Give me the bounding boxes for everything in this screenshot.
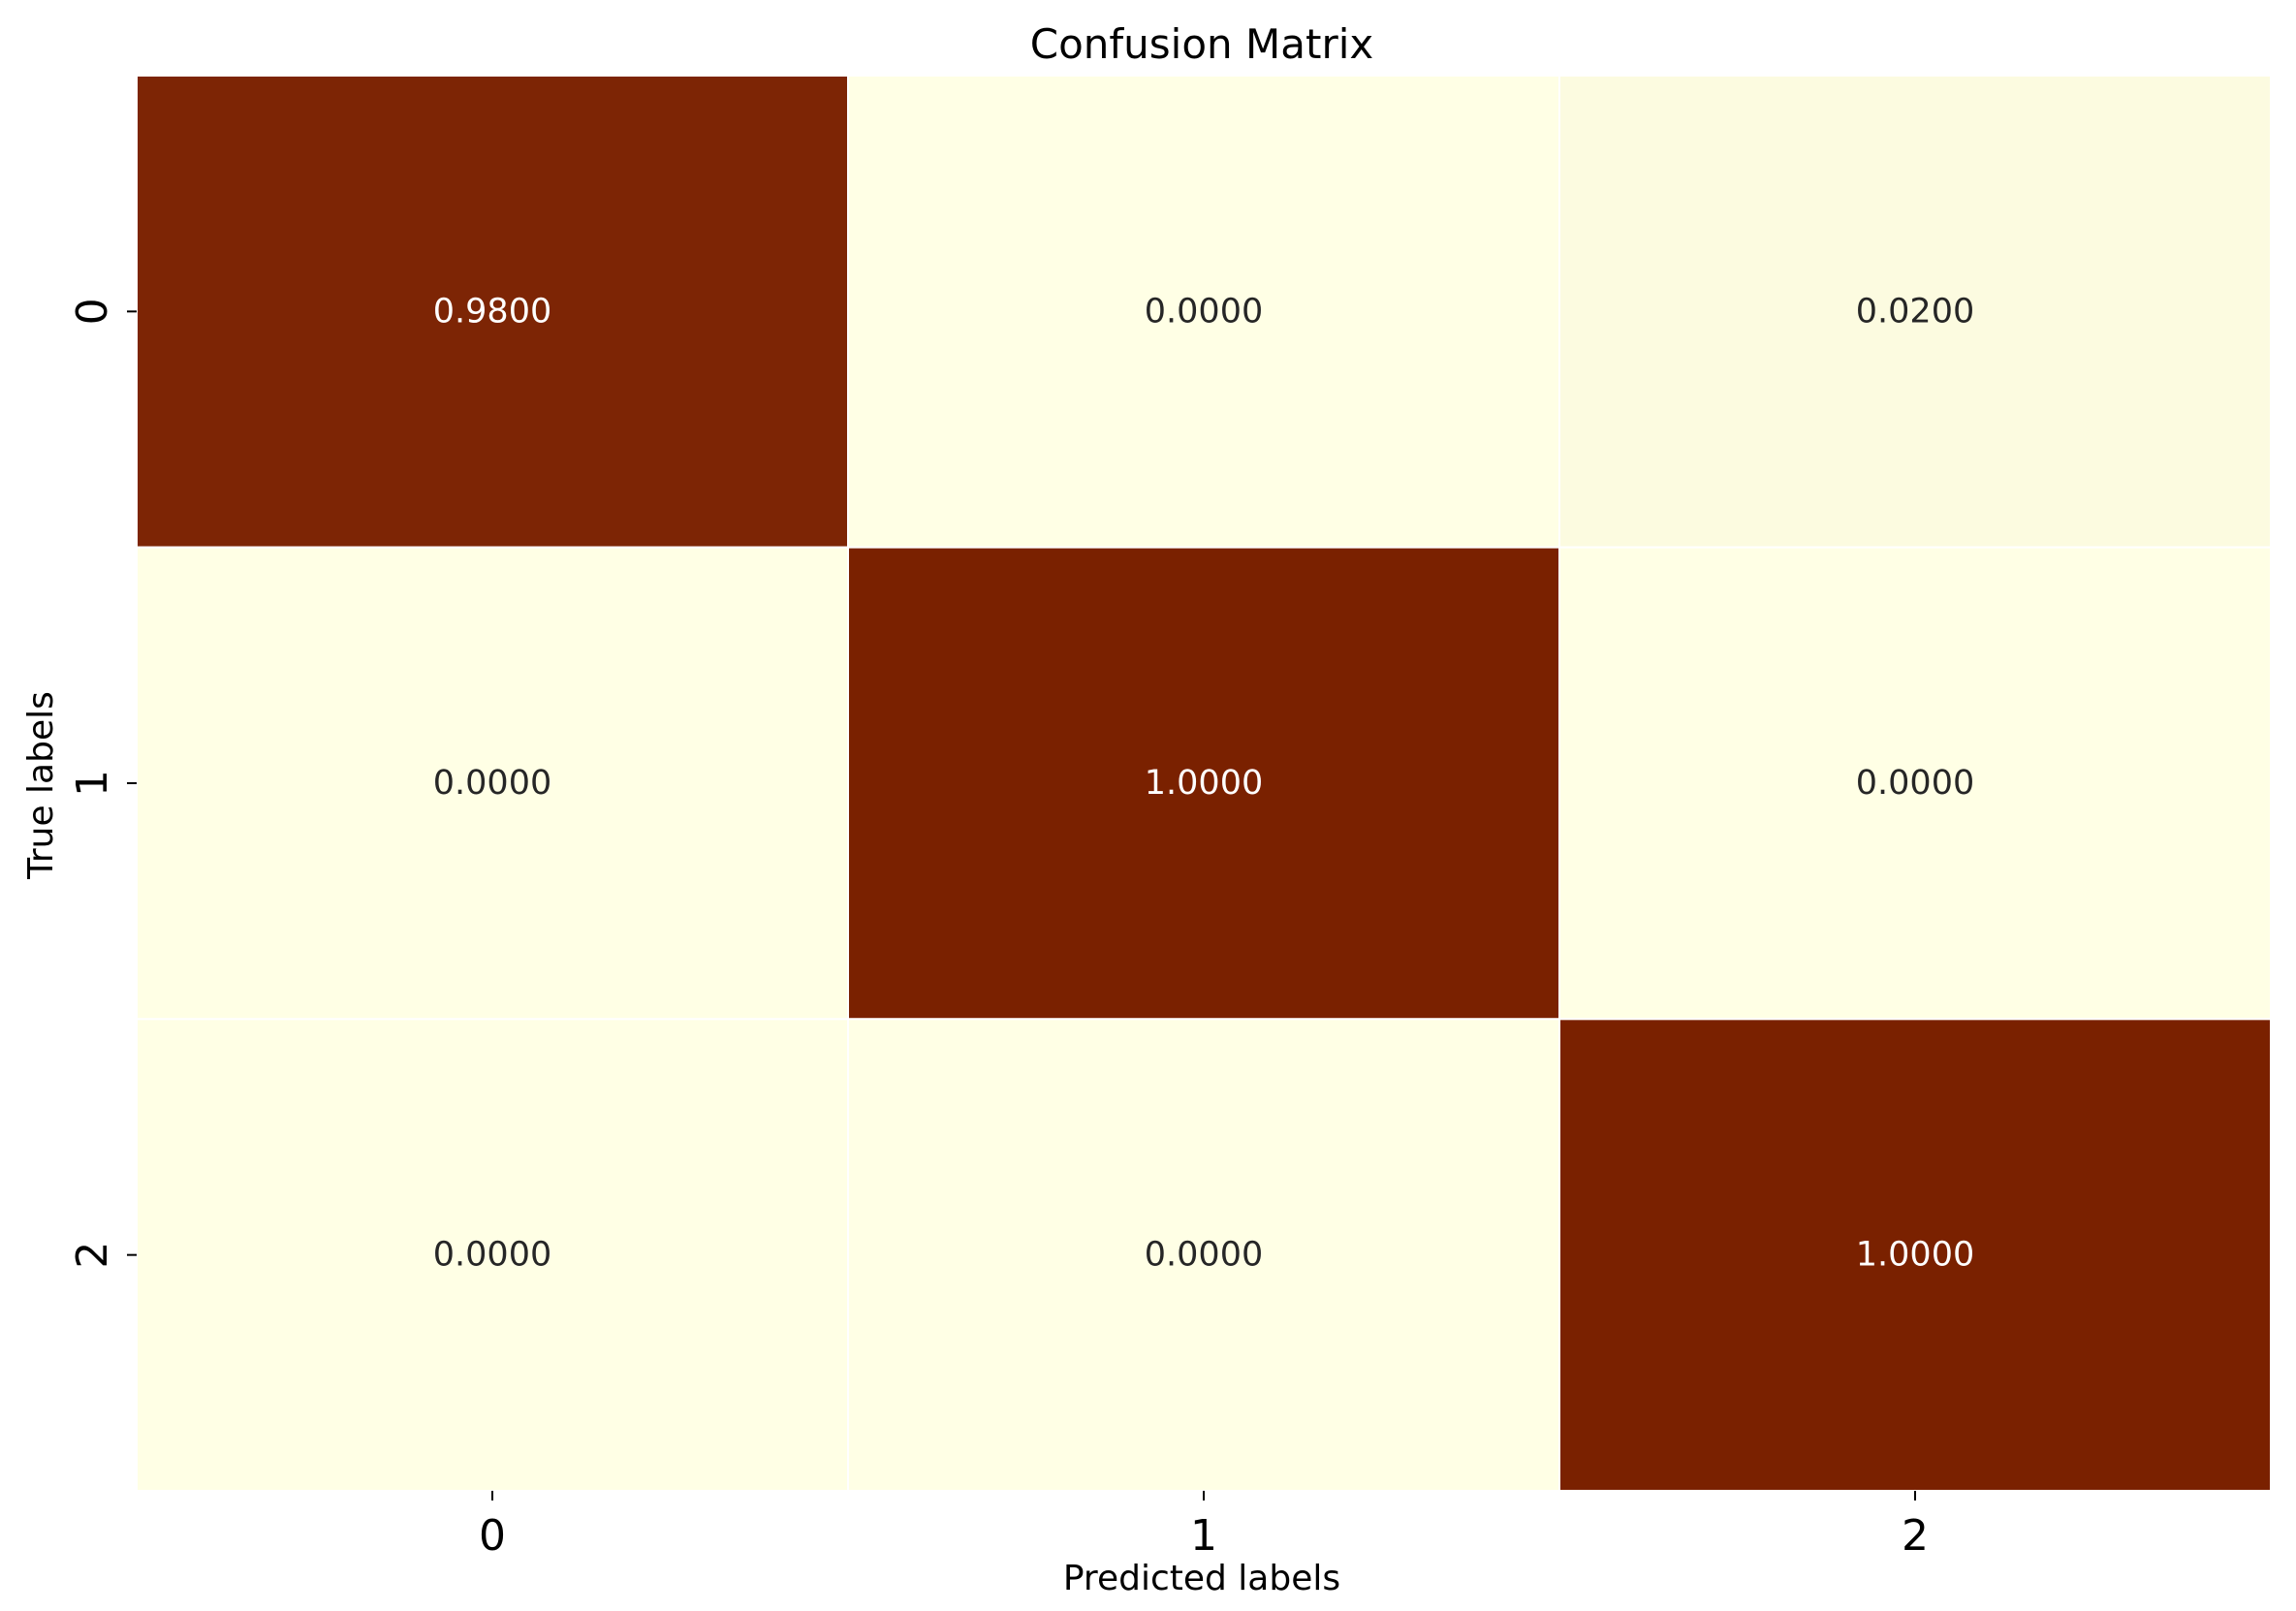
heatmap-cell-1-1 (847, 546, 1560, 1021)
cell-value-label-0-1: 0.0000 (1145, 292, 1263, 331)
y-axis-ticks: 0 1 2 (68, 298, 137, 1269)
heatmap-cell-0-1 (847, 75, 1560, 549)
cell-value-label-1-1: 1.0000 (1145, 764, 1263, 803)
heatmap-cell-1-0 (136, 546, 849, 1021)
heatmap-cell-0-2 (1558, 75, 2272, 549)
cell-value-label-1-0: 0.0000 (433, 764, 551, 803)
x-axis-ticks: 0 1 2 (479, 1491, 1929, 1561)
heatmap-cells: 0.9800 0.0000 0.0200 0.0000 1.0000 0.0000 0.00… (136, 75, 2272, 1493)
chart-title: Confusion Matrix (1030, 20, 1374, 68)
cell-value-label-2-2: 1.0000 (1856, 1236, 1974, 1275)
heatmap-cell-2-1 (847, 1018, 1560, 1493)
heatmap-cell-0-0 (136, 75, 849, 549)
y-tick-label-0: 0 (68, 298, 117, 325)
heatmap-cell-2-0 (136, 1018, 849, 1493)
cell-value-label-0-2: 0.0200 (1856, 292, 1974, 331)
x-tick-label-0: 0 (479, 1511, 506, 1561)
cell-value-label-1-2: 0.0000 (1856, 764, 1974, 803)
x-tick-label-1: 1 (1190, 1511, 1217, 1561)
cell-value-label-0-0: 0.9800 (433, 292, 551, 331)
cell-value-label-2-0: 0.0000 (433, 1236, 551, 1275)
y-axis-label: True labels (21, 691, 61, 880)
y-tick-label-1: 1 (68, 770, 117, 797)
heatmap-cell-1-2 (1558, 546, 2272, 1021)
x-axis-label: Predicted labels (1063, 1559, 1340, 1598)
cell-value-label-2-1: 0.0000 (1145, 1236, 1263, 1275)
x-tick-label-2: 2 (1902, 1511, 1929, 1561)
y-tick-label-2: 2 (68, 1242, 117, 1269)
